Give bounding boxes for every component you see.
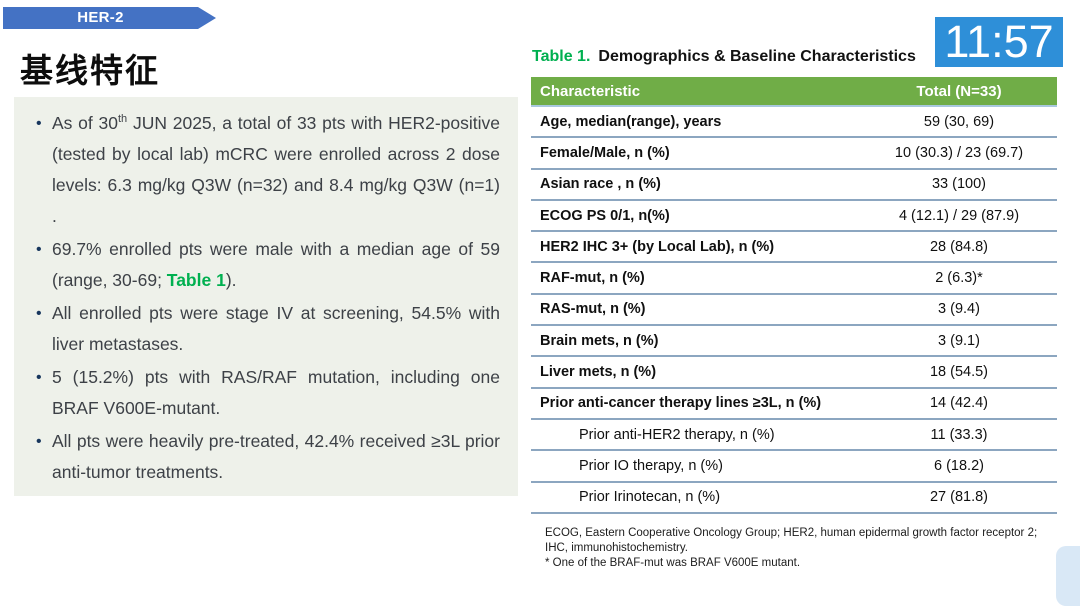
row-label: Prior anti-cancer therapy lines ≥3L, n (… (540, 395, 822, 412)
row-value: 3 (9.4) (938, 301, 980, 318)
table-title-text: Demographics & Baseline Characteristics (598, 48, 916, 65)
row-value: 4 (12.1) / 29 (87.9) (898, 207, 1020, 224)
corner-overlay-shape (1056, 546, 1080, 606)
row-label: Asian race , n (%) (540, 176, 661, 193)
table-header-characteristic: Characteristic (540, 82, 641, 100)
her2-banner: HER-2 (3, 7, 216, 29)
row-value: 2 (6.3)* (935, 270, 983, 287)
row-label: ECOG PS 0/1, n(%) (540, 207, 670, 224)
row-label: Prior anti-HER2 therapy, n (%) (579, 426, 775, 443)
bullet-enrollment-post: JUN 2025, a total of 33 pts with HER2-po… (52, 113, 500, 226)
bullet-demographics-post: ). (225, 270, 237, 290)
row-value: 28 (84.8) (929, 238, 989, 255)
row-label: HER2 IHC 3+ (by Local Lab), n (%) (540, 238, 775, 255)
bullet-demographics-pre: 69.7% enrolled pts were male with a medi… (52, 239, 500, 290)
row-value: 6 (18.2) (934, 457, 984, 474)
table-row: Asian race , n (%) 33 (100) (531, 169, 1057, 201)
row-value: 27 (81.8) (929, 489, 989, 506)
row-label: Female/Male, n (%) (540, 144, 670, 161)
page-title: 基线特征 (20, 52, 160, 89)
row-value: 18 (54.5) (929, 364, 989, 381)
row-label: Age, median(range), years (540, 113, 722, 130)
row-label: Brain mets, n (%) (540, 332, 659, 349)
row-value: 11 (33.3) (930, 426, 988, 443)
bullet-stage: All enrolled pts were stage IV at screen… (36, 298, 500, 360)
row-label: RAS-mut, n (%) (540, 301, 646, 318)
table-row-sub: Prior anti-HER2 therapy, n (%) 11 (33.3) (531, 419, 1057, 452)
footnote-asterisk: * One of the BRAF-mut was BRAF V600E mut… (545, 557, 801, 569)
row-label: RAF-mut, n (%) (540, 270, 645, 287)
footnote-abbreviations: ECOG, Eastern Cooperative Oncology Group… (545, 527, 1038, 554)
table-header-total: Total (N=33) (916, 82, 1002, 100)
demographics-table: Characteristic Total (N=33) Age, median(… (531, 77, 1057, 514)
bullet-enrollment-pre: As of 30 (52, 113, 118, 133)
table-header-row: Characteristic Total (N=33) (531, 77, 1057, 107)
row-value: 10 (30.3) / 23 (69.7) (894, 144, 1024, 161)
table-footnotes: ECOG, Eastern Cooperative Oncology Group… (545, 526, 1050, 571)
bullet-list: As of 30th JUN 2025, a total of 33 pts w… (14, 97, 518, 488)
table-row: Prior anti-cancer therapy lines ≥3L, n (… (531, 388, 1057, 420)
her2-banner-label: HER-2 (77, 9, 124, 26)
ordinal-superscript: th (118, 113, 128, 126)
row-label: Liver mets, n (%) (540, 364, 657, 381)
bullet-panel: As of 30th JUN 2025, a total of 33 pts w… (14, 97, 518, 496)
table-row: Brain mets, n (%) 3 (9.1) (531, 326, 1057, 358)
table-title: Table 1. Demographics & Baseline Characte… (532, 48, 932, 66)
clock-overlay: 11:57 (935, 17, 1063, 67)
row-label: Prior IO therapy, n (%) (579, 457, 723, 474)
bullet-mutation: 5 (15.2%) pts with RAS/RAF mutation, inc… (36, 362, 500, 424)
table-row-sub: Prior Irinotecan, n (%) 27 (81.8) (531, 482, 1057, 514)
table-row: RAS-mut, n (%) 3 (9.4) (531, 294, 1057, 327)
bullet-pretreatment: All pts were heavily pre-treated, 42.4% … (36, 426, 500, 488)
bullet-enrollment: As of 30th JUN 2025, a total of 33 pts w… (36, 108, 500, 232)
table-row: Female/Male, n (%) 10 (30.3) / 23 (69.7) (531, 138, 1057, 170)
table1-reference: Table 1 (166, 270, 226, 290)
table-row: RAF-mut, n (%) 2 (6.3)* (531, 263, 1057, 295)
table-row: ECOG PS 0/1, n(%) 4 (12.1) / 29 (87.9) (531, 200, 1057, 233)
row-value: 14 (42.4) (929, 395, 989, 412)
table-row-sub: Prior IO therapy, n (%) 6 (18.2) (531, 451, 1057, 483)
table-row: HER2 IHC 3+ (by Local Lab), n (%) 28 (84.… (531, 232, 1057, 264)
row-value: 3 (9.1) (938, 332, 980, 349)
row-value: 33 (100) (931, 176, 986, 193)
table-row: Liver mets, n (%) 18 (54.5) (531, 357, 1057, 389)
table-row: Age, median(range), years 59 (30, 69) (531, 107, 1057, 139)
row-value: 59 (30, 69) (923, 113, 995, 130)
bullet-demographics: 69.7% enrolled pts were male with a medi… (36, 234, 500, 296)
table-title-prefix: Table 1. (532, 48, 591, 65)
row-label: Prior Irinotecan, n (%) (579, 489, 721, 506)
